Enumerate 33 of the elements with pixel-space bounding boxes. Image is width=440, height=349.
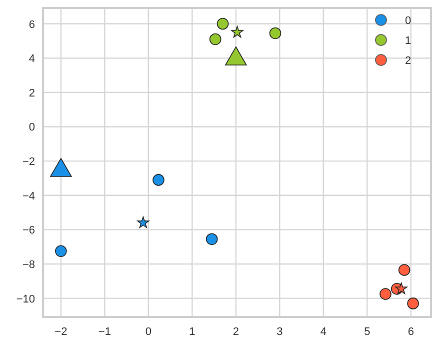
point bbox=[380, 288, 392, 300]
y-tick-label: −6 bbox=[22, 224, 35, 237]
x-tick-label: 0 bbox=[145, 326, 152, 338]
point bbox=[231, 26, 244, 38]
y-tick-label: −2 bbox=[22, 156, 35, 168]
point bbox=[152, 174, 164, 186]
point bbox=[216, 18, 229, 30]
x-tick-label: 5 bbox=[364, 326, 370, 338]
y-tick-label: 2 bbox=[28, 87, 35, 100]
legend-label: 1 bbox=[405, 35, 412, 47]
y-tick-label: 6 bbox=[28, 18, 35, 31]
y-tick-label: 0 bbox=[28, 122, 35, 134]
point bbox=[407, 298, 419, 310]
x-tick-label: 2 bbox=[232, 326, 239, 338]
x-tick-label: 6 bbox=[408, 326, 414, 338]
x-tick-label: 1 bbox=[189, 326, 196, 338]
y-tick-label: −4 bbox=[22, 190, 35, 202]
x-tick-label: −1 bbox=[98, 326, 111, 338]
legend-label: 2 bbox=[405, 55, 412, 67]
point bbox=[55, 245, 67, 258]
y-tick-label: 4 bbox=[28, 53, 35, 66]
point bbox=[269, 27, 282, 40]
legend-label: 0 bbox=[405, 15, 412, 27]
point bbox=[137, 216, 150, 228]
point bbox=[398, 264, 410, 276]
point bbox=[395, 282, 408, 294]
x-tick-label: −2 bbox=[54, 326, 68, 338]
x-tick-label: 4 bbox=[320, 326, 326, 338]
point bbox=[206, 233, 218, 245]
point bbox=[209, 33, 222, 46]
y-tick-label: −8 bbox=[22, 258, 35, 271]
x-tick-label: 3 bbox=[276, 326, 283, 338]
y-tick-label: −10 bbox=[16, 293, 35, 306]
